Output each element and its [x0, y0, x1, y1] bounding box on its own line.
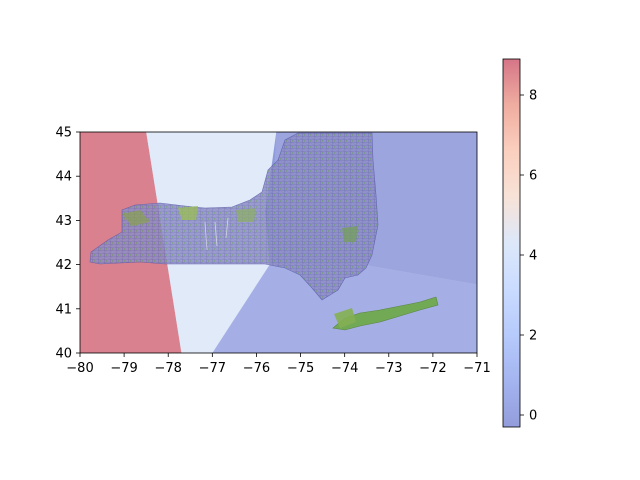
x-tick-label: −74	[331, 361, 358, 376]
urban-cluster-syracuse	[236, 208, 256, 222]
x-tick-label: −79	[110, 361, 137, 376]
colorbar-gradient	[503, 59, 520, 427]
colorbar-tick-label: 0	[529, 409, 537, 424]
x-tick-label: −80	[66, 361, 93, 376]
state-outline-west	[89, 132, 379, 301]
colorbar-tick-label: 4	[529, 249, 537, 264]
y-tick-label: 43	[55, 214, 72, 229]
colorbar-tick-label: 8	[529, 89, 537, 104]
y-axis: 40 41 42 43 44 45	[55, 126, 80, 362]
colorbar: 0 2 4 6 8	[502, 58, 537, 428]
urban-cluster-albany	[342, 226, 358, 242]
state-road-overlay	[89, 132, 439, 331]
x-tick-label: −78	[155, 361, 182, 376]
colorbar-tick-label: 6	[529, 169, 537, 184]
y-tick-label: 44	[55, 170, 72, 185]
finger-lakes	[204, 217, 229, 251]
y-tick-label: 42	[55, 258, 72, 273]
heatmap-region-2	[212, 264, 477, 353]
plot-area	[80, 132, 477, 353]
x-tick-label: −71	[463, 361, 490, 376]
long-island	[332, 296, 439, 331]
colorbar-ticks: 0 2 4 6 8	[520, 89, 537, 424]
x-axis: −80 −79 −78 −77 −76 −75 −74 −73 −72 −71	[66, 353, 491, 376]
x-tick-label: −77	[199, 361, 226, 376]
axes-frame	[79, 131, 478, 354]
urban-cluster-nyc	[334, 308, 356, 328]
x-tick-label: −76	[243, 361, 270, 376]
colorbar-frame	[502, 58, 521, 428]
x-tick-label: −73	[375, 361, 402, 376]
y-tick-label: 45	[55, 126, 72, 141]
urban-cluster-rochester	[178, 206, 198, 220]
y-tick-label: 40	[55, 347, 72, 362]
y-tick-label: 41	[55, 302, 72, 317]
urban-cluster-buffalo	[122, 210, 150, 226]
x-tick-label: −75	[287, 361, 314, 376]
x-tick-label: −72	[419, 361, 446, 376]
colorbar-tick-label: 2	[529, 329, 537, 344]
